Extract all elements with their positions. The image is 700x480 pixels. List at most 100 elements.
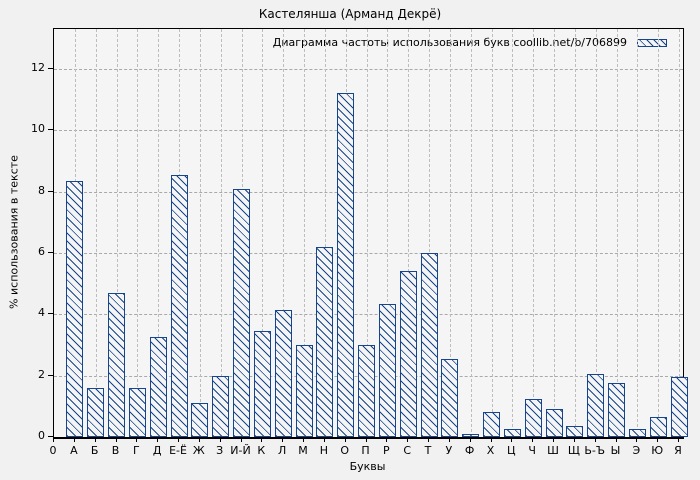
gridline (54, 191, 683, 193)
x-axis-tick (219, 437, 221, 442)
vgridline (158, 29, 160, 437)
x-axis-tick (198, 437, 200, 442)
x-tick-label: Ь-Ъ (584, 444, 605, 457)
x-axis-tick (178, 437, 179, 442)
x-tick-label: Я (674, 444, 682, 457)
y-tick-label: 4 (38, 306, 45, 320)
bar (170, 174, 188, 437)
y-tick-label: 2 (38, 367, 45, 381)
vgridline (512, 29, 514, 437)
x-tick-label: Г (132, 444, 140, 457)
x-tick-label: О (340, 444, 349, 457)
y-tick-label: 6 (38, 244, 45, 258)
bar (149, 337, 167, 437)
x-axis-tick (553, 437, 554, 442)
x-tick-label: Ч (528, 444, 536, 457)
x-axis-tick (240, 437, 242, 442)
vgridline (199, 29, 201, 437)
bar (524, 398, 542, 437)
x-tick-label: З (216, 444, 224, 457)
vgridline (491, 29, 493, 437)
x-axis-tick (136, 437, 138, 442)
gridline (54, 68, 683, 70)
vgridline (262, 29, 264, 437)
bar (503, 429, 521, 437)
vgridline (324, 29, 326, 437)
vgridline (679, 29, 680, 437)
x-tick-label: Д (152, 444, 162, 457)
y-tick-label: 10 (31, 122, 45, 136)
y-axis-tick (48, 67, 53, 69)
gridline (54, 252, 683, 254)
x-tick-label: Р (383, 444, 390, 457)
bar (358, 344, 375, 437)
x-axis-tick (94, 437, 96, 442)
x-tick-label: Ф (464, 444, 475, 457)
bar (274, 309, 292, 437)
bar (212, 375, 230, 437)
vgridline (658, 29, 660, 437)
x-axis-tick (490, 437, 492, 442)
bar (253, 331, 271, 437)
bar (628, 429, 646, 437)
vgridline (116, 29, 118, 437)
y-axis-tick (48, 190, 53, 192)
x-tick-label: У (445, 444, 453, 457)
bar (316, 246, 334, 437)
vgridline (137, 29, 139, 437)
vgridline (283, 29, 285, 437)
x-axis-tick (344, 437, 346, 442)
vgridline (616, 29, 618, 437)
x-axis-tick (469, 437, 471, 442)
bar (483, 412, 500, 437)
x-tick-label: С (403, 444, 411, 457)
y-axis-tick (48, 129, 53, 131)
x-axis-tick (448, 437, 450, 442)
x-tick-label: Ю (651, 444, 664, 457)
y-tick-label: 0 (38, 429, 45, 442)
x-tick-label: Т (424, 444, 432, 457)
chart-title: Кастелянша (Арманд Декрё) (258, 7, 442, 21)
bar (66, 180, 84, 437)
x-axis-tick (594, 437, 596, 442)
bar (87, 387, 105, 437)
vgridline (533, 29, 535, 437)
vgridline (449, 29, 451, 437)
bar (649, 417, 667, 437)
x-axis-tick (53, 437, 54, 442)
bar (566, 426, 584, 437)
bar (441, 358, 459, 437)
vgridline (220, 29, 222, 437)
x-axis-label: Буквы (349, 460, 386, 473)
x-axis-tick (115, 437, 117, 442)
y-axis-tick (48, 436, 53, 437)
x-axis-tick (157, 437, 159, 442)
x-tick-label: Ц (507, 444, 516, 457)
vgridline (574, 29, 576, 437)
bar (128, 387, 146, 437)
x-tick-label: Л (278, 444, 287, 457)
vgridline (304, 29, 305, 437)
gridline (54, 314, 683, 316)
bar (608, 383, 625, 437)
vgridline (387, 29, 389, 437)
x-tick-label: А (70, 444, 78, 457)
x-tick-label: И-Й (230, 444, 251, 457)
x-tick-label: П (361, 444, 370, 457)
x-axis-tick (407, 437, 409, 442)
bar (191, 403, 209, 437)
x-axis-tick (386, 437, 388, 442)
x-tick-label: М (298, 444, 308, 457)
x-tick-label: Б (90, 444, 99, 457)
bar (420, 252, 438, 437)
vgridline (429, 29, 430, 437)
bar (337, 93, 355, 437)
x-tick-label: К (257, 444, 266, 457)
plot-area: Диаграмма частоты использования букв coo… (53, 28, 688, 439)
bar (108, 292, 125, 437)
legend-swatch-icon (637, 38, 667, 47)
y-tick-label: 8 (38, 183, 45, 197)
x-tick-label: Э (632, 444, 641, 457)
y-axis-tick (48, 251, 53, 253)
vgridline (408, 29, 410, 437)
